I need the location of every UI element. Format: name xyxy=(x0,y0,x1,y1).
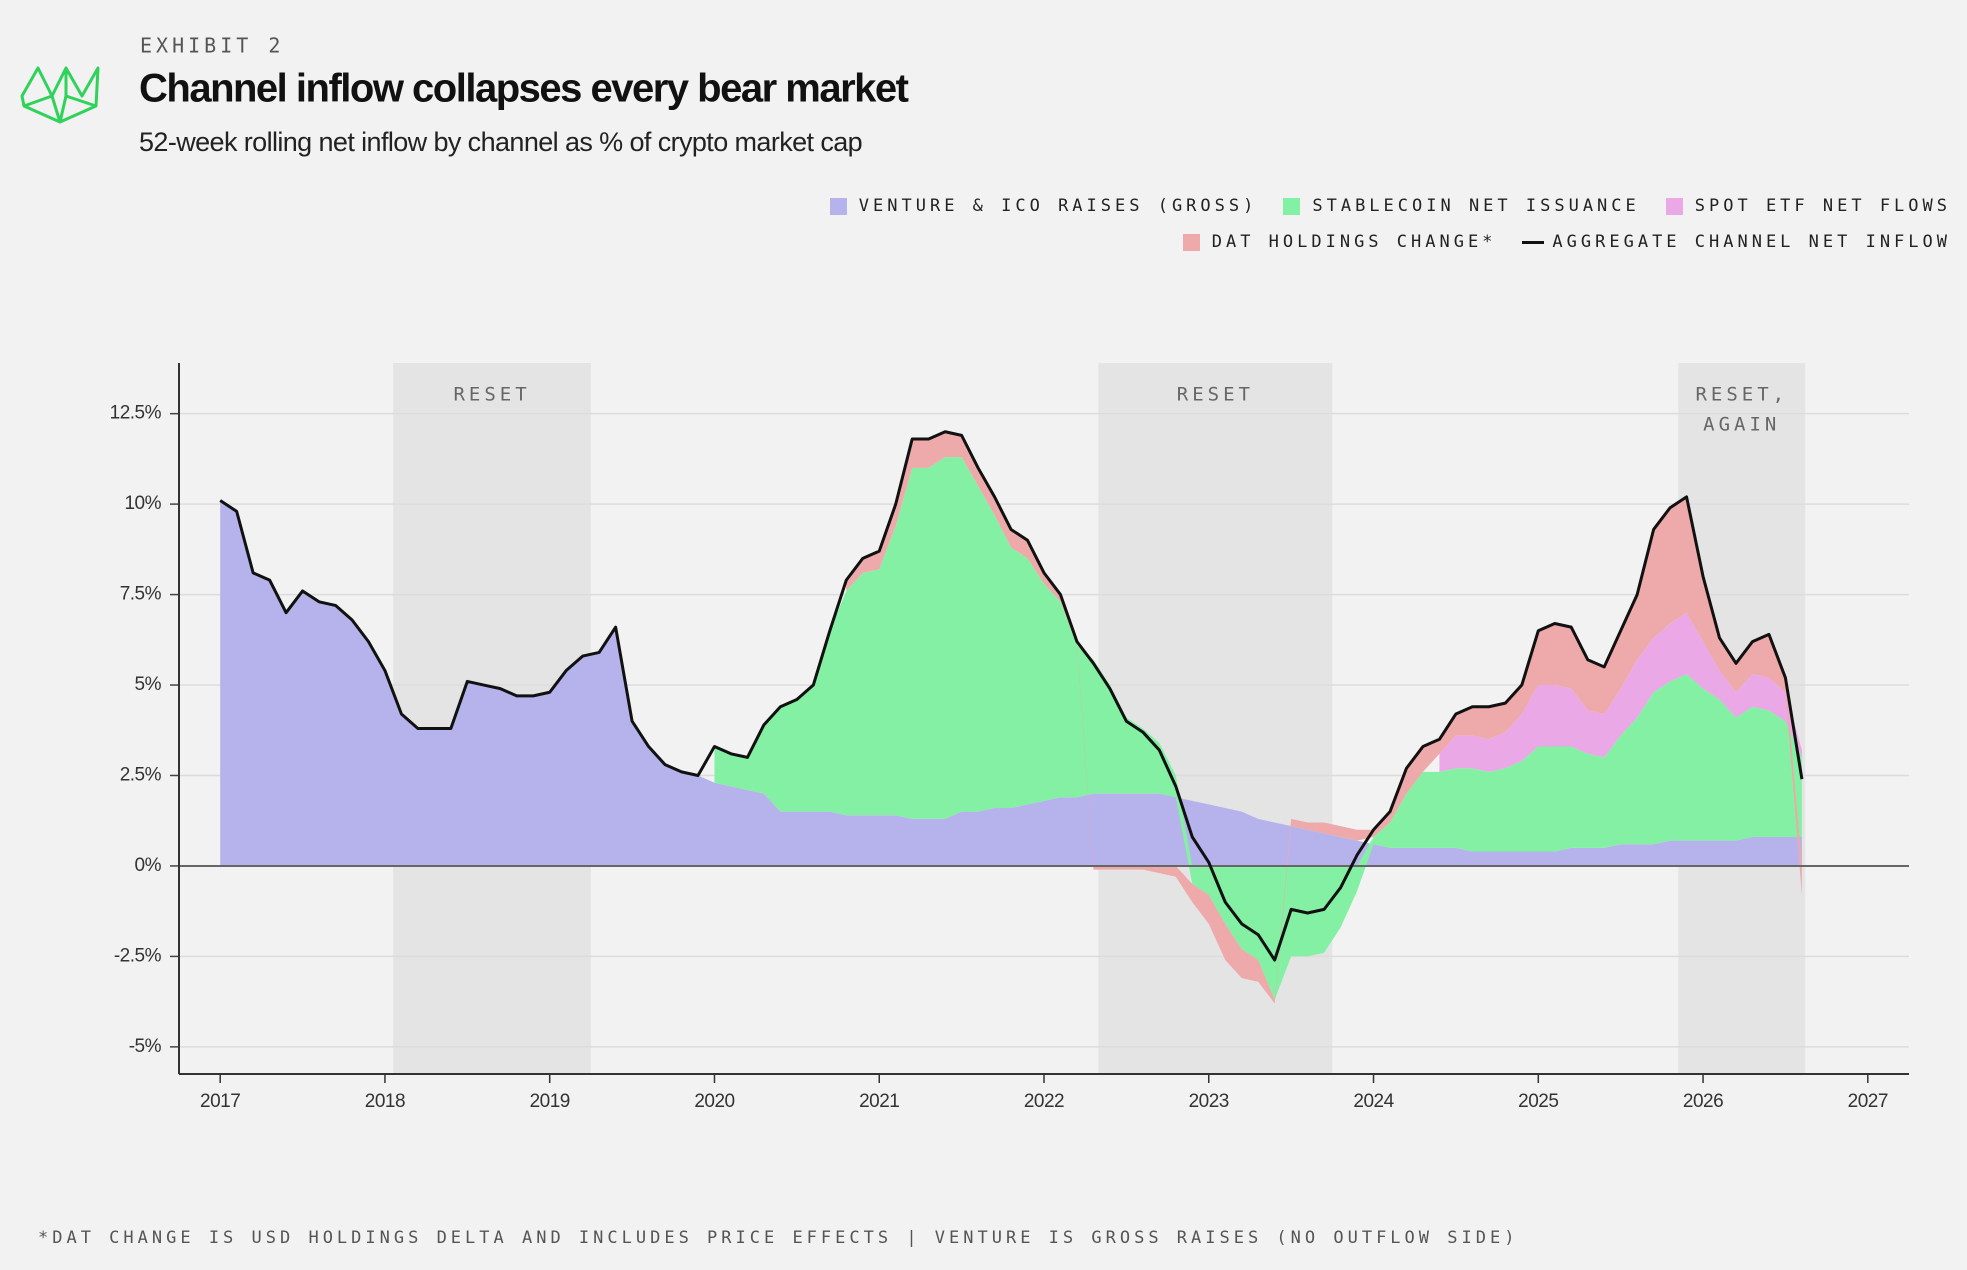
legend-item: STABLECOIN NET ISSUANCE xyxy=(1283,188,1639,224)
region-label: RESET, xyxy=(1695,384,1788,406)
legend-item: VENTURE & ICO RAISES (GROSS) xyxy=(829,188,1258,224)
x-tick-label: 2022 xyxy=(1024,1091,1064,1112)
legend-swatch xyxy=(829,197,847,215)
x-tick-label: 2027 xyxy=(1848,1091,1888,1112)
y-tick-label: 10% xyxy=(124,493,161,514)
region-label: RESET xyxy=(1177,384,1254,406)
legend-swatch xyxy=(1283,197,1301,215)
legend-swatch xyxy=(1522,240,1545,244)
logo xyxy=(20,66,100,124)
x-tick-label: 2025 xyxy=(1518,1091,1558,1112)
legend-label: VENTURE & ICO RAISES (GROSS) xyxy=(858,196,1258,216)
y-tick-label: -5% xyxy=(129,1036,162,1057)
y-tick-label: 2.5% xyxy=(120,765,162,786)
y-tick-label: 0% xyxy=(135,855,162,876)
region-label: AGAIN xyxy=(1703,414,1780,436)
footnote: *DAT CHANGE IS USD HOLDINGS DELTA AND IN… xyxy=(38,1228,1518,1248)
x-tick-label: 2018 xyxy=(365,1091,405,1112)
x-tick-label: 2024 xyxy=(1353,1091,1394,1112)
x-tick-label: 2023 xyxy=(1189,1091,1229,1112)
legend-swatch xyxy=(1182,233,1200,251)
kicker: EXHIBIT 2 xyxy=(140,34,284,58)
area xyxy=(220,500,1802,866)
chart-subtitle: 52-week rolling net inflow by channel as… xyxy=(139,127,862,157)
legend: VENTURE & ICO RAISES (GROSS) STABLECOIN N… xyxy=(801,188,1951,260)
area xyxy=(714,457,1802,1000)
legend-item: DAT HOLDINGS CHANGE* xyxy=(1182,224,1497,260)
y-tick-label: 7.5% xyxy=(120,584,162,605)
x-tick-label: 2017 xyxy=(200,1091,240,1112)
x-tick-label: 2021 xyxy=(859,1091,899,1112)
legend-swatch xyxy=(1665,197,1683,215)
y-tick-label: 12.5% xyxy=(110,403,162,424)
y-tick-label: -2.5% xyxy=(114,945,162,966)
legend-label: DAT HOLDINGS CHANGE* xyxy=(1211,232,1497,252)
line xyxy=(219,430,1804,962)
area xyxy=(1439,612,1802,772)
legend-label: STABLECOIN NET ISSUANCE xyxy=(1312,196,1640,216)
y-tick-label: 5% xyxy=(135,674,162,695)
shaded-region xyxy=(1098,363,1333,1074)
legend-item: AGGREGATE CHANNEL NET INFLOW xyxy=(1522,224,1951,260)
legend-label: SPOT ETF NET FLOWS xyxy=(1694,196,1951,216)
x-tick-label: 2020 xyxy=(694,1091,734,1112)
legend-item: SPOT ETF NET FLOWS xyxy=(1665,188,1951,224)
region-label: RESET xyxy=(453,384,530,406)
chart-title: Channel inflow collapses every bear mark… xyxy=(139,67,909,111)
legend-label: AGGREGATE CHANNEL NET INFLOW xyxy=(1552,232,1951,252)
x-tick-label: 2026 xyxy=(1683,1091,1723,1112)
x-tick-label: 2019 xyxy=(530,1091,570,1112)
